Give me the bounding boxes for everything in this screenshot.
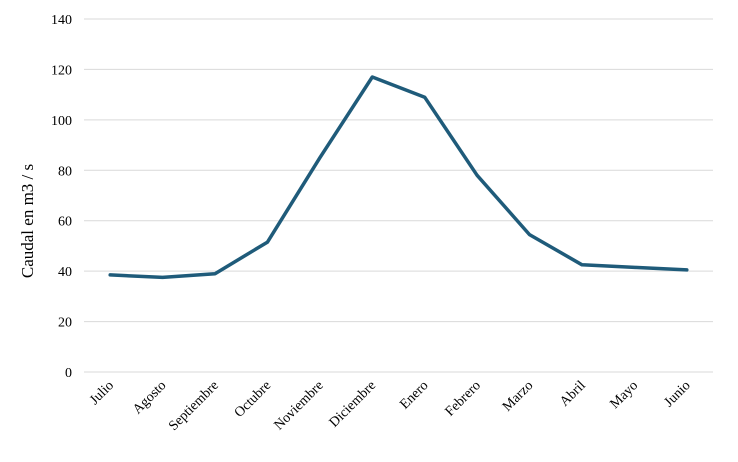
- y-tick-labels: 0 20 40 60 80 100 120 140: [51, 13, 72, 381]
- x-tick-label: Junio: [662, 378, 694, 410]
- x-tick-label: Marzo: [500, 378, 536, 414]
- x-tick-label: Julio: [87, 378, 117, 408]
- gridlines: [84, 18, 713, 373]
- y-tick-label: 120: [51, 63, 72, 78]
- y-axis-title: Caudal en m3 / s: [18, 164, 37, 278]
- y-tick-label: 40: [58, 265, 72, 280]
- x-tick-label: Septiembre: [166, 378, 222, 434]
- y-tick-label: 80: [58, 164, 72, 179]
- series-layer: [108, 75, 689, 280]
- y-tick-label: 100: [51, 114, 72, 129]
- x-tick-label: Noviembre: [272, 378, 327, 433]
- x-tick-label: Mayo: [607, 378, 641, 412]
- x-tick-label: Abril: [557, 378, 589, 410]
- y-tick-label: 0: [65, 366, 72, 381]
- x-tick-label: Enero: [397, 378, 431, 412]
- x-tick-label: Diciembre: [327, 378, 379, 430]
- y-tick-label: 60: [58, 215, 72, 230]
- y-tick-label: 140: [51, 13, 72, 28]
- y-tick-label: 20: [58, 316, 72, 331]
- x-tick-label: Octubre: [232, 378, 274, 420]
- x-tick-label: Agosto: [130, 378, 169, 417]
- x-tick-label: Febrero: [443, 378, 484, 419]
- series-line-0: [108, 75, 689, 280]
